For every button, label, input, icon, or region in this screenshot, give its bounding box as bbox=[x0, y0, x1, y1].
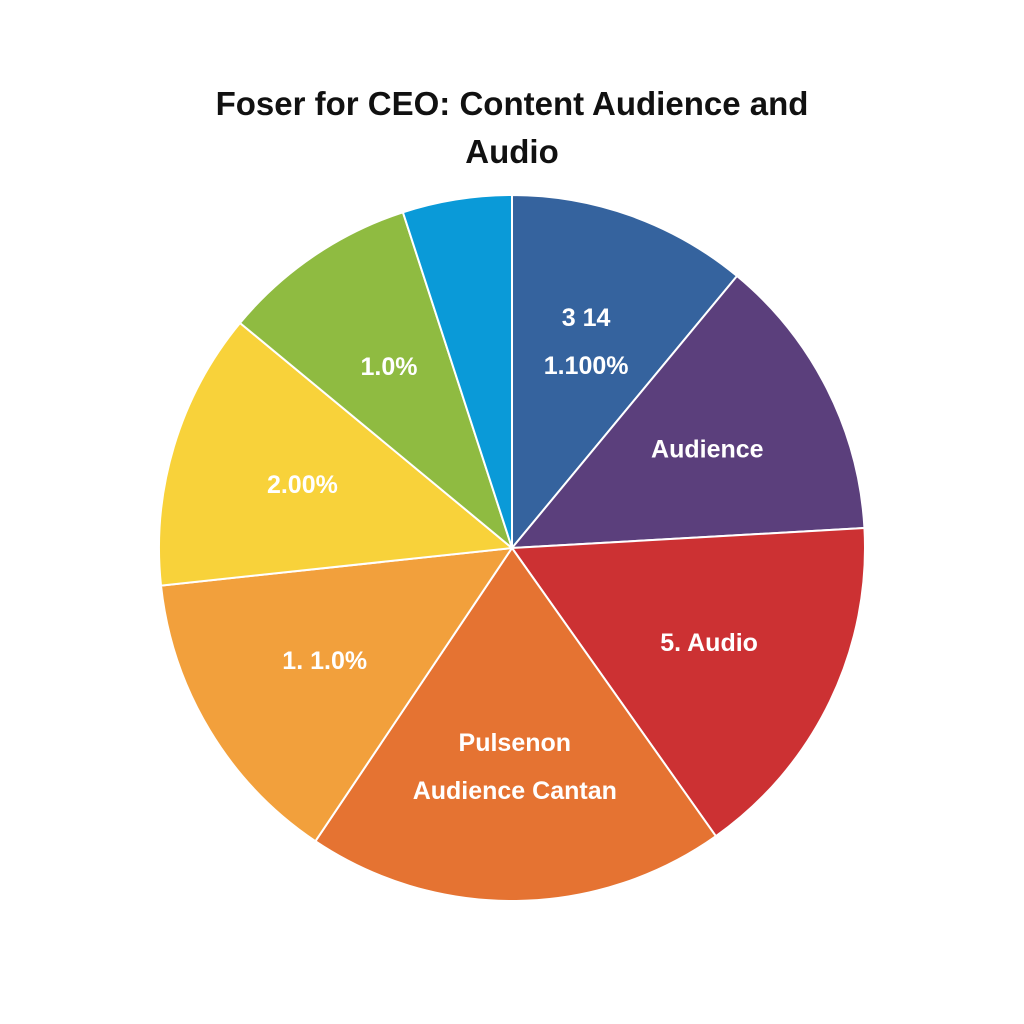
slice-label-4-line-2: Audience Cantan bbox=[413, 777, 617, 805]
chart-title: Foser for CEO: Content Audience and Audi… bbox=[112, 80, 912, 176]
pie-slice-8 bbox=[401, 194, 513, 549]
slice-label-4-line-1: Pulsenon bbox=[459, 729, 572, 757]
pie-slice-5 bbox=[160, 547, 513, 843]
slice-label-5-line-1: 1. 1.0% bbox=[282, 647, 367, 675]
pie-slice-4 bbox=[314, 547, 717, 902]
slice-label-3-line-1: 5. Audio bbox=[660, 629, 758, 657]
pie-slice-3 bbox=[511, 527, 866, 838]
pie-slice-6 bbox=[158, 321, 513, 587]
slice-label-1-line-1: 3 14 bbox=[562, 304, 611, 332]
slice-label-7-line-1: 1.0% bbox=[361, 353, 418, 381]
chart-title-line-1: Foser for CEO: Content Audience and bbox=[215, 85, 809, 122]
slice-label-1-line-2: 1.100% bbox=[544, 352, 629, 380]
pie-slice-1 bbox=[511, 194, 739, 549]
pie-slice-7 bbox=[239, 211, 513, 549]
chart-title-line-2: Audio bbox=[465, 133, 559, 170]
slice-label-6-line-1: 2.00% bbox=[267, 471, 338, 499]
slice-label-2-line-1: Audience bbox=[651, 435, 764, 463]
pie-slice-2 bbox=[511, 275, 866, 549]
